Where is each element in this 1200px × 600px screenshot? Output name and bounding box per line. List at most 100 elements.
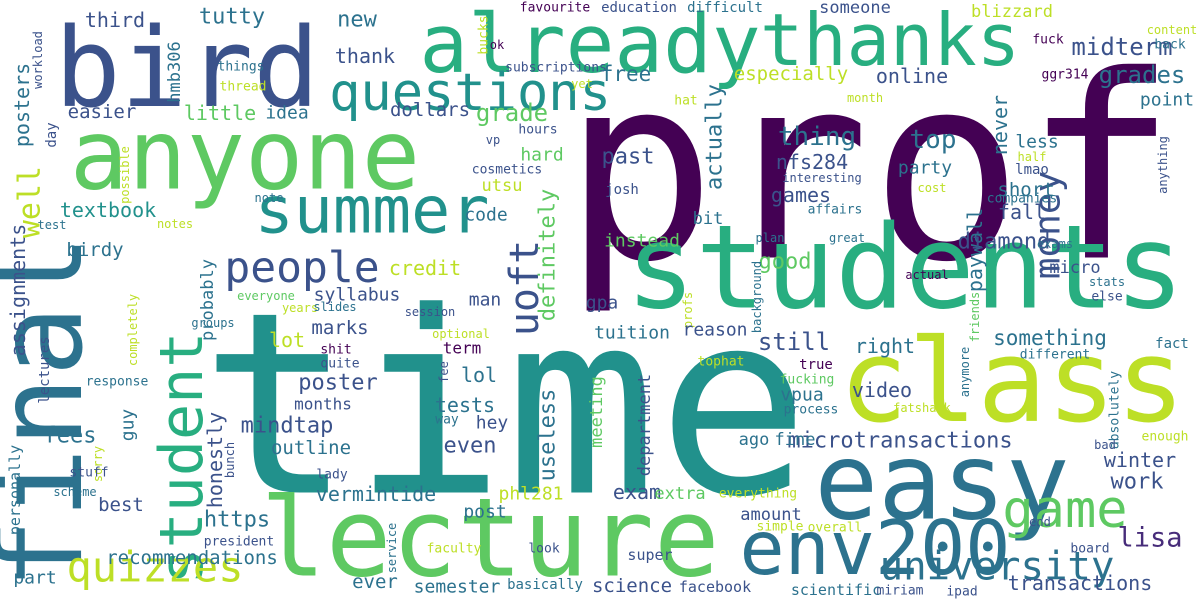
word: scheme [53,485,96,499]
word: everyone [237,289,295,303]
word: stats [1089,275,1125,289]
word: third [85,8,145,32]
word: especially [734,63,848,85]
word: https [204,508,270,533]
word: quite [320,357,359,372]
word: exam [613,480,661,504]
word: month [847,91,883,105]
word: scientific [791,581,881,599]
word: questions [329,63,611,123]
word: nfs284 [776,150,848,174]
word: term [443,339,482,358]
word: overall [808,521,863,536]
word: paywall [963,208,987,292]
word: idea [265,103,308,124]
word: simple [757,520,804,535]
word: everything [719,487,797,502]
word: guy [118,409,139,442]
word: service [385,523,399,574]
word: online [876,64,948,88]
word: meeting [587,376,607,448]
word: lol [461,363,497,387]
word: microtransactions [787,429,1012,454]
word: thank [335,44,395,68]
word: new [337,8,377,33]
word: process [784,403,839,418]
word: possible [118,146,132,204]
word: things [218,60,265,75]
word: president [204,535,274,550]
word: fees [44,424,97,449]
word: look [528,542,559,557]
word: free [601,62,652,86]
word: useless [536,389,561,482]
word: favourite [520,1,591,16]
word: dollars [390,99,470,121]
word: bird [55,4,320,132]
word: fatshark [893,401,952,415]
word: lady [316,468,347,483]
word: different [1020,348,1090,363]
word: prof [563,22,1177,319]
word: point [1140,90,1194,111]
word: notes [157,217,193,231]
word: university [880,545,1115,590]
word: assignments [6,224,30,356]
word: summer [255,174,490,249]
word: outline [271,437,351,459]
word: fee [437,361,451,383]
word: yet [571,77,593,91]
word: enough [1142,430,1189,445]
word: bunch [223,442,237,478]
word: response [86,375,149,390]
word: test [38,218,67,232]
word: code [464,205,507,226]
word: top [910,125,957,155]
word: way [435,413,459,428]
word: board [1070,542,1109,557]
word: ipad [946,585,977,600]
word: lisa [1117,523,1182,554]
word: optional [432,327,490,341]
word: someone [819,0,891,18]
word: interesting [782,171,861,185]
word: time [200,258,809,553]
word: tophat [698,355,745,370]
word: uoft [502,240,548,336]
word: easy [814,421,1069,544]
word: absolutely [1108,371,1123,449]
word: student [147,332,217,585]
word: phl281 [498,484,563,505]
word: diamond [958,230,1051,255]
word: easier [68,101,137,123]
word: background [750,261,764,333]
word: bad [1094,438,1116,452]
word: posters [10,63,34,147]
word: hmb306 [165,41,185,102]
word: midterm [1071,33,1172,61]
word: vp [486,133,500,147]
word: never [988,95,1012,155]
word: hey [476,413,509,434]
word: blizzard [971,2,1053,22]
word: fall [998,200,1046,224]
word: mindtap [241,414,334,439]
word: cost [918,181,947,195]
word: affairs [808,203,863,218]
word: fact [1155,336,1189,352]
word: final [0,234,109,589]
word: groups [191,316,234,330]
word: years [282,301,318,315]
word: already [419,0,760,92]
word: even [444,434,497,459]
word: personally [6,445,24,535]
word: faculty [427,542,482,557]
word: amount [740,505,801,525]
word: people [224,243,379,293]
word: slides [313,300,356,314]
word: basically [507,577,583,593]
word: lectures [37,336,53,403]
word: reason [682,320,747,341]
word: anything [1156,136,1170,194]
